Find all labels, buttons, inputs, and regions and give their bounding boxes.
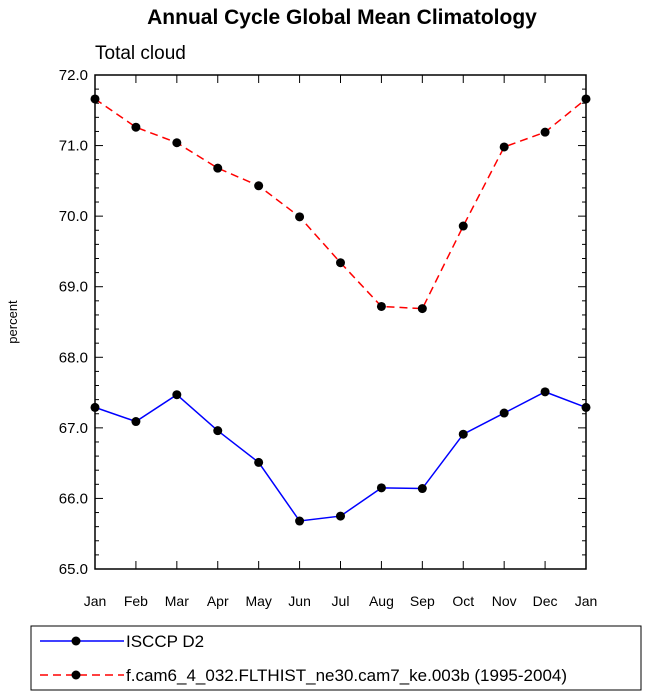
data-point [417, 484, 427, 494]
data-point [295, 516, 305, 526]
x-tick-label: Apr [207, 593, 229, 609]
y-tick-label: 68.0 [59, 349, 88, 366]
data-point [336, 258, 345, 268]
data-point [131, 417, 141, 427]
legend-marker [71, 636, 81, 646]
data-point [499, 142, 509, 152]
data-point [336, 511, 345, 521]
data-point [131, 122, 141, 132]
x-tick-label: Sep [410, 593, 435, 609]
data-point [254, 181, 264, 191]
chart-title: Annual Cycle Global Mean Climatology [147, 6, 537, 29]
data-point [540, 387, 550, 397]
y-tick-label: 70.0 [59, 208, 88, 225]
data-point [295, 212, 305, 222]
data-point [172, 138, 182, 148]
data-point [458, 221, 468, 231]
x-tick-label: Oct [452, 593, 474, 609]
x-tick-label: Aug [369, 593, 394, 609]
y-tick-label: 69.0 [59, 279, 88, 296]
legend-label: ISCCP D2 [126, 632, 204, 651]
data-point [458, 429, 468, 439]
x-tick-label: Jun [288, 593, 311, 609]
legend-box [30, 625, 642, 691]
data-point [581, 94, 591, 104]
data-point [581, 402, 591, 412]
x-tick-label: Dec [533, 593, 558, 609]
x-tick-label: Jul [332, 593, 350, 609]
x-tick-label: Nov [492, 593, 517, 609]
series-line [94, 391, 587, 522]
data-point [213, 426, 223, 436]
x-tick-label: Jan [84, 593, 107, 609]
series-line [94, 98, 587, 310]
series-1 [90, 387, 591, 526]
x-tick-label: Mar [165, 593, 189, 609]
data-point [540, 127, 550, 137]
legend-label: f.cam6_4_032.FLTHIST_ne30.cam7_ke.003b (… [126, 666, 567, 685]
axes: 65.0 66.0 67.0 68.0 69.0 70.0 71.0 72.0 Jan Feb Ma… [59, 67, 597, 609]
y-tick-label: 66.0 [59, 490, 88, 507]
y-tick-label: 67.0 [59, 420, 88, 437]
series-2 [90, 94, 591, 314]
plot-frame [94, 74, 587, 570]
data-point [254, 457, 264, 467]
data-point [172, 390, 182, 400]
y-tick-label: 65.0 [59, 561, 88, 578]
y-tick-label: 72.0 [59, 67, 88, 84]
y-tick-label: 71.0 [59, 138, 88, 155]
y-axis-label: percent [5, 300, 20, 344]
data-point [90, 402, 100, 412]
data-point [213, 163, 223, 173]
x-tick-label: Jan [575, 593, 598, 609]
x-tick-label: May [245, 593, 271, 609]
chart-subtitle: Total cloud [95, 43, 186, 64]
data-point [417, 304, 427, 314]
data-point [90, 94, 100, 104]
data-point [376, 483, 386, 493]
series-layer [90, 94, 591, 526]
data-point [376, 301, 386, 311]
legend: ISCCP D2 f.cam6_4_032.FLTHIST_ne30.cam7_k… [30, 625, 642, 691]
legend-marker [71, 670, 81, 680]
data-point [499, 408, 509, 418]
x-tick-label: Feb [124, 593, 148, 609]
